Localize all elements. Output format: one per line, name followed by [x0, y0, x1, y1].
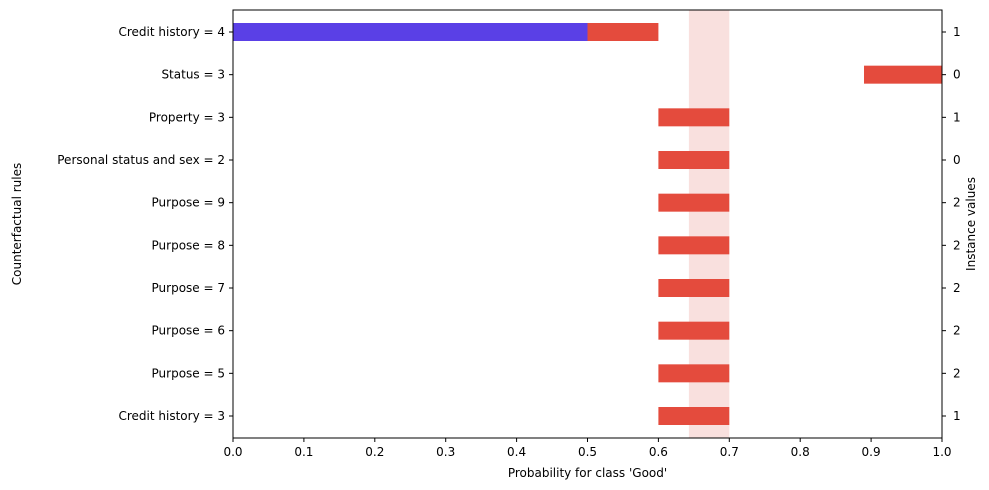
instance-value-label: 1 [953, 409, 961, 423]
right-axis-title: Instance values [964, 177, 978, 271]
x-tick-label: 0.7 [720, 445, 739, 459]
instance-value-label: 2 [953, 196, 961, 210]
instance-value-label: 2 [953, 281, 961, 295]
y-tick-label: Personal status and sex = 2 [57, 153, 225, 167]
right-axis-ticks: 1 0 1 0 2 2 2 2 2 1 [942, 25, 961, 423]
y-tick-label: Credit history = 3 [119, 409, 226, 423]
bars-layer [233, 23, 942, 425]
x-tick-label: 1.0 [932, 445, 951, 459]
instance-value-label: 1 [953, 110, 961, 124]
y-tick-label: Purpose = 7 [152, 281, 225, 295]
y-tick-label: Purpose = 6 [152, 324, 225, 338]
x-tick-label: 0.0 [223, 445, 242, 459]
x-tick-label: 0.2 [365, 445, 384, 459]
interval-bar [658, 364, 730, 383]
x-axis-title: Probability for class 'Good' [508, 466, 667, 480]
instance-value-label: 0 [953, 68, 961, 82]
x-tick-label: 0.6 [649, 445, 668, 459]
x-tick-label: 0.3 [436, 445, 455, 459]
interval-bar [658, 151, 730, 169]
y-tick-label: Purpose = 8 [152, 238, 225, 252]
x-tick-label: 0.9 [862, 445, 881, 459]
y-tick-label: Credit history = 4 [119, 25, 226, 39]
x-tick-label: 0.1 [294, 445, 313, 459]
x-tick-label: 0.4 [507, 445, 526, 459]
instance-value-label: 2 [953, 238, 961, 252]
interval-bar [658, 407, 730, 425]
interval-bar [658, 236, 730, 255]
plot-frame [232, 9, 943, 439]
y-tick-label: Purpose = 5 [152, 366, 225, 380]
y-axis-ticks: Credit history = 4 Status = 3 Property = 3… [57, 25, 233, 423]
y-tick-label: Status = 3 [161, 68, 225, 82]
y-axis-title: Counterfactual rules [10, 163, 24, 285]
instance-value-label: 1 [953, 25, 961, 39]
interval-bar [658, 108, 730, 127]
instance-value-label: 2 [953, 366, 961, 380]
x-tick-label: 0.5 [578, 445, 597, 459]
interval-bar [658, 279, 730, 297]
interval-bar [864, 65, 942, 84]
y-tick-label: Property = 3 [149, 110, 225, 124]
x-tick-label: 0.8 [791, 445, 810, 459]
base-bar [233, 23, 588, 41]
y-tick-label: Purpose = 9 [152, 196, 225, 210]
instance-value-label: 0 [953, 153, 961, 167]
x-axis-ticks: 0.0 0.1 0.2 0.3 0.4 0.5 0.6 0.7 0.8 0.9 1.0 [223, 438, 952, 459]
interval-bar [587, 23, 659, 41]
instance-value-label: 2 [953, 324, 961, 338]
interval-bar [658, 193, 730, 212]
interval-bar [658, 321, 730, 340]
